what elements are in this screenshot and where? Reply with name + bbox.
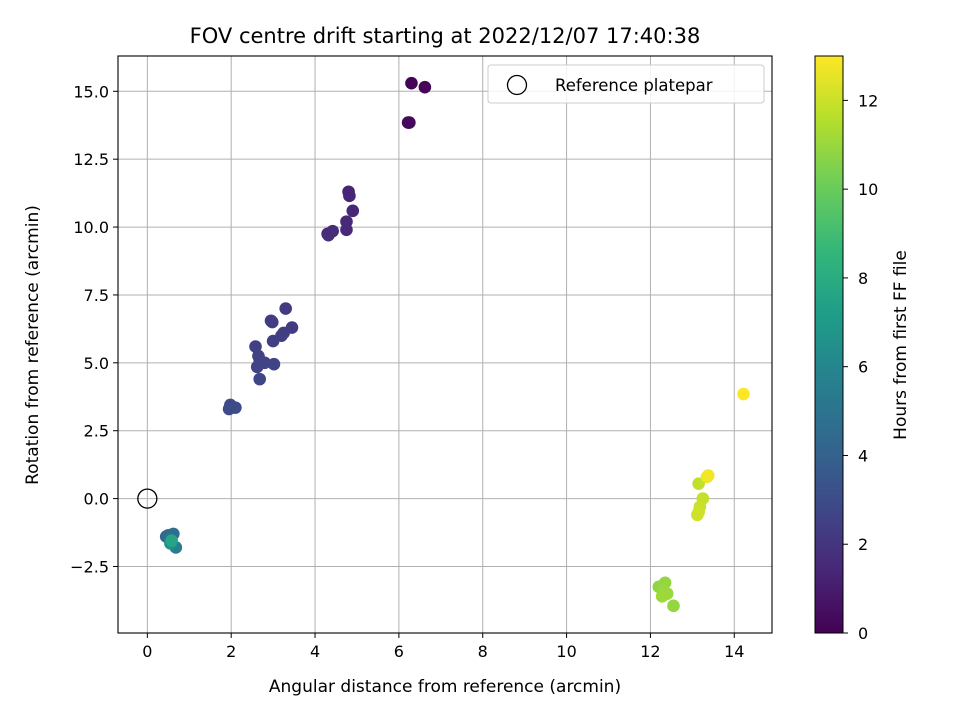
data-point [346, 204, 359, 217]
legend: Reference platepar [488, 65, 764, 103]
colorbar-tick-label: 0 [858, 624, 868, 643]
colorbar-tick-label: 4 [858, 446, 868, 465]
x-tick-label: 4 [310, 642, 320, 661]
data-point [267, 335, 280, 348]
data-point [403, 116, 416, 129]
legend-label: Reference platepar [555, 76, 713, 95]
data-point [702, 469, 715, 482]
x-axis-label: Angular distance from reference (arcmin) [269, 677, 621, 697]
data-point [737, 388, 750, 401]
x-tick-label: 6 [394, 642, 404, 661]
y-axis-label: Rotation from reference (arcmin) [23, 205, 43, 485]
data-point [266, 316, 279, 329]
data-point [340, 223, 353, 236]
data-point [667, 600, 680, 613]
data-point [279, 302, 292, 315]
colorbar-label: Hours from first FF file [891, 250, 911, 440]
data-point [165, 534, 178, 547]
plot-frame [118, 56, 772, 633]
y-tick-label: 7.5 [84, 286, 109, 305]
colorbar-tick-label: 6 [858, 358, 868, 377]
grid [118, 56, 772, 633]
data-point [268, 358, 281, 371]
data-point [251, 361, 264, 374]
colorbar-tick-label: 2 [858, 535, 868, 554]
x-tick-label: 12 [640, 642, 660, 661]
x-tick-label: 8 [478, 642, 488, 661]
x-tick-label: 14 [724, 642, 744, 661]
x-tick-label: 10 [556, 642, 576, 661]
data-point [229, 401, 242, 414]
data-point [322, 229, 335, 242]
y-tick-label: 15.0 [73, 82, 109, 101]
chart: 0 2 4 6 8 10 12 14−2.50.02.55.07.510.012.515.0 … [0, 0, 960, 720]
chart-title: FOV centre drift starting at 2022/12/07 … [190, 24, 701, 48]
y-tick-label: 5.0 [84, 354, 109, 373]
y-tick-label: 2.5 [84, 422, 109, 441]
y-tick-label: 10.0 [73, 218, 109, 237]
plot-area-border [118, 56, 772, 633]
colorbar-tick-label: 12 [858, 91, 878, 110]
x-tick-label: 2 [226, 642, 236, 661]
data-point [419, 81, 432, 94]
x-tick-label: 0 [142, 642, 152, 661]
colorbar-tick-label: 10 [858, 180, 878, 199]
data-point [405, 77, 418, 90]
colorbar-tick-label: 8 [858, 269, 868, 288]
axis-ticks: 0 2 4 6 8 10 12 14 −2.5 0.0 2.5 5.0 7.5 10.0 12.5 15.0 [70, 82, 744, 661]
y-tick-label: 0.0 [84, 490, 109, 509]
colorbar: 0 2 4 6 8 10 12 [815, 56, 878, 643]
y-tick-label: 12.5 [73, 150, 109, 169]
colorbar-gradient [815, 56, 843, 633]
y-tick-label: −2.5 [70, 557, 109, 576]
data-point [343, 190, 356, 203]
data-point [656, 590, 669, 603]
data-point [691, 509, 704, 522]
data-points [138, 77, 750, 612]
data-point [253, 373, 266, 386]
